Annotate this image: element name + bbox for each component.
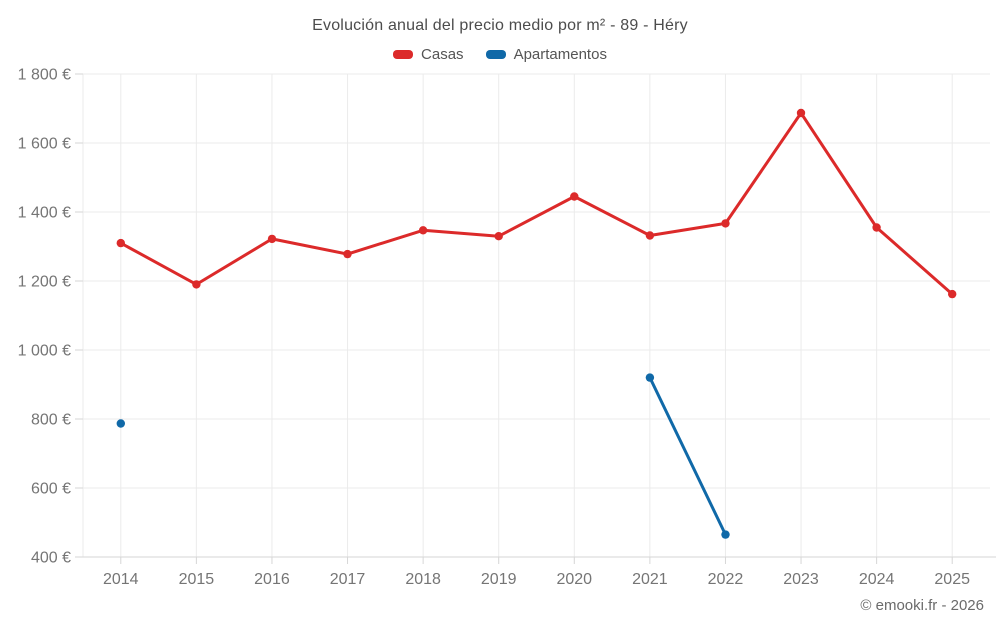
y-tick-label: 1 600 €: [18, 136, 71, 153]
x-tick-label: 2015: [179, 571, 215, 588]
data-point-apartamentos-2014[interactable]: [116, 419, 126, 428]
legend-item-apartamentos[interactable]: Apartamentos: [485, 46, 607, 63]
chart-title: Evolución anual del precio medio por m² …: [312, 17, 688, 34]
data-point-casas-2014[interactable]: [116, 238, 126, 248]
data-point-apartamentos-2021[interactable]: [645, 373, 655, 382]
y-tick-label: 1 200 €: [18, 274, 71, 291]
x-tick-label: 2024: [859, 571, 895, 588]
data-point-casas-2018[interactable]: [418, 226, 428, 235]
data-point-casas-2019[interactable]: [494, 232, 503, 241]
data-point-casas-2024[interactable]: [872, 223, 881, 232]
x-tick-label: 2017: [330, 571, 366, 588]
data-point-casas-2021[interactable]: [645, 231, 655, 240]
data-point-apartamentos-2022[interactable]: [721, 530, 730, 539]
x-tick-label: 2021: [632, 571, 668, 588]
x-tick-label: 2019: [481, 571, 517, 588]
legend-swatch-casas: [393, 50, 414, 59]
y-tick-label: 600 €: [31, 481, 71, 498]
legend-swatch-apartamentos: [485, 50, 506, 59]
x-tick-label: 2014: [103, 571, 139, 588]
y-tick-label: 1 800 €: [18, 67, 71, 84]
y-tick-label: 800 €: [31, 412, 71, 429]
data-point-casas-2025[interactable]: [948, 289, 957, 299]
series-line-casas: [119, 111, 954, 296]
legend-item-casas[interactable]: Casas: [393, 46, 464, 63]
data-point-casas-2023[interactable]: [796, 108, 806, 118]
y-tick-label: 1 400 €: [18, 205, 71, 222]
data-point-casas-2016[interactable]: [267, 234, 277, 244]
chart-legend: Casas Apartamentos: [0, 46, 1000, 63]
data-point-casas-2017[interactable]: [343, 249, 352, 259]
x-tick-label: 2025: [934, 571, 970, 588]
y-tick-label: 400 €: [31, 550, 71, 567]
data-point-casas-2020[interactable]: [570, 192, 579, 201]
data-point-casas-2022[interactable]: [721, 219, 730, 228]
legend-label: Apartamentos: [513, 46, 607, 63]
legend-label: Casas: [421, 46, 464, 63]
copyright-footer: © emooki.fr - 2026: [860, 597, 984, 614]
y-tick-label: 1 000 €: [18, 343, 71, 360]
data-point-casas-2015[interactable]: [192, 280, 201, 289]
x-tick-label: 2016: [254, 571, 290, 588]
x-tick-label: 2020: [556, 571, 592, 588]
x-tick-label: 2022: [708, 571, 744, 588]
series-line-apartamentos: [648, 376, 727, 537]
x-tick-label: 2018: [405, 571, 441, 588]
x-tick-label: 2023: [783, 571, 819, 588]
